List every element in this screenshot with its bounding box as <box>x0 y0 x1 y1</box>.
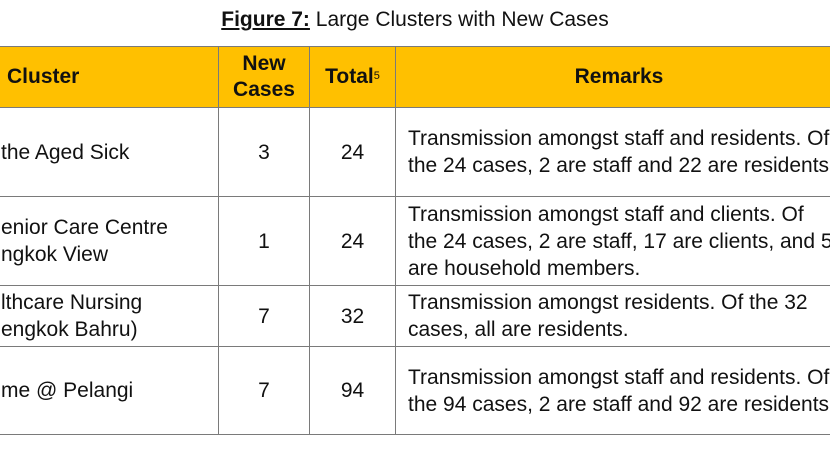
remarks-text: Transmission amongst residents. Of the 3… <box>395 285 830 347</box>
table-row: enior Care Centre ngkok View 1 24 Transm… <box>0 196 830 286</box>
header-new-cases: New Cases <box>218 46 310 108</box>
header-remarks: Remarks <box>395 46 830 108</box>
new-cases-value: 7 <box>218 346 310 435</box>
table-row: lthcare Nursing engkok Bahru) 7 32 Trans… <box>0 285 830 347</box>
new-cases-value: 3 <box>218 107 310 197</box>
header-total-label: Total <box>325 65 374 88</box>
table-header-row: Cluster New Cases Total5 Remarks <box>0 46 830 108</box>
figure-label: Figure 7: <box>221 8 310 31</box>
cluster-name-line: ngkok View <box>1 243 109 266</box>
figure-title: Large Clusters with New Cases <box>315 8 609 31</box>
cluster-name: lthcare Nursing engkok Bahru) <box>0 285 219 347</box>
remarks-text: Transmission amongst staff and residents… <box>395 346 830 435</box>
header-total: Total5 <box>309 46 396 108</box>
total-value: 24 <box>309 107 396 197</box>
clusters-table: Cluster New Cases Total5 Remarks the Age… <box>0 46 830 435</box>
cluster-name: me @ Pelangi <box>0 346 219 435</box>
cluster-name-line: the Aged Sick <box>1 140 130 164</box>
remarks-text: Transmission amongst staff and residents… <box>395 107 830 197</box>
header-new-cases-label: New Cases <box>233 52 295 101</box>
table-row: me @ Pelangi 7 94 Transmission amongst s… <box>0 346 830 435</box>
figure-caption: Figure 7: Large Clusters with New Cases <box>0 6 830 34</box>
cluster-name: the Aged Sick <box>0 107 219 197</box>
cluster-name-line: lthcare Nursing <box>1 291 143 314</box>
cluster-name-line: engkok Bahru) <box>1 318 138 341</box>
footnote-marker: 5 <box>373 70 380 82</box>
total-value: 24 <box>309 196 396 286</box>
cluster-name-line: me @ Pelangi <box>1 379 134 402</box>
remarks-text: Transmission amongst staff and clients. … <box>395 196 830 286</box>
header-cluster: Cluster <box>0 46 219 108</box>
total-value: 32 <box>309 285 396 347</box>
cluster-name-line: enior Care Centre <box>1 216 168 239</box>
total-value: 94 <box>309 346 396 435</box>
table-row: the Aged Sick 3 24 Transmission amongst … <box>0 107 830 197</box>
cluster-name: enior Care Centre ngkok View <box>0 196 219 286</box>
new-cases-value: 7 <box>218 285 310 347</box>
new-cases-value: 1 <box>218 196 310 286</box>
